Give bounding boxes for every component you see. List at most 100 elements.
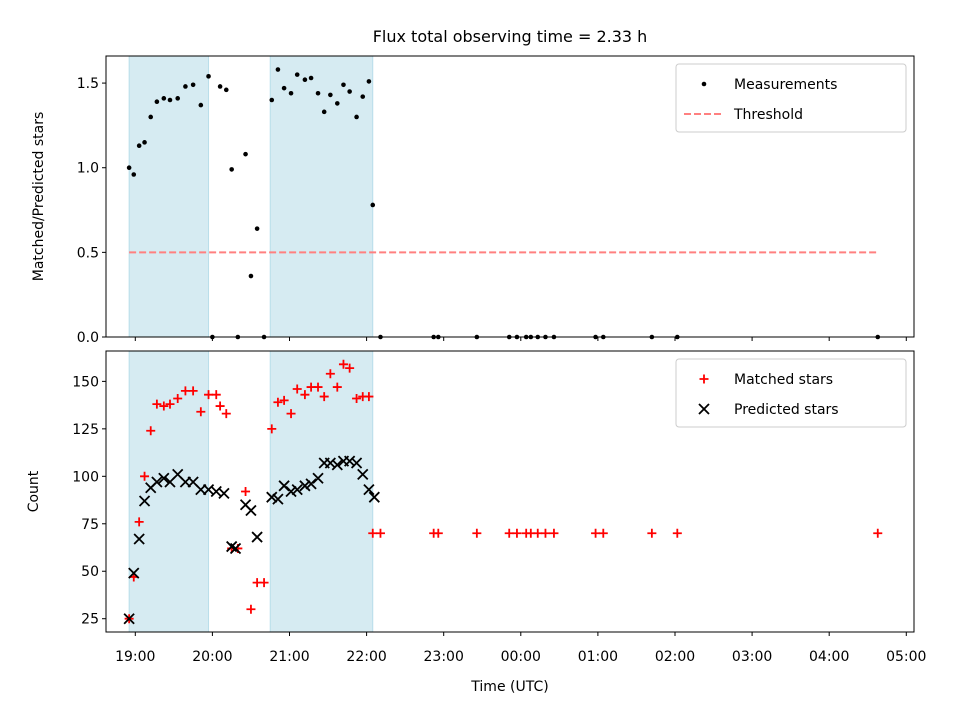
legend-marker-swatch bbox=[699, 374, 709, 384]
y-tick-label: 50 bbox=[81, 564, 99, 580]
legend-box bbox=[675, 358, 907, 428]
x-tick-label: 19:00 bbox=[115, 649, 155, 665]
matched-stars-point bbox=[540, 528, 550, 538]
matched-stars-point bbox=[873, 528, 883, 538]
measurements-point bbox=[269, 97, 275, 103]
x-tick-label: 00:00 bbox=[501, 649, 541, 665]
matched-stars-point bbox=[368, 528, 378, 538]
legend-box bbox=[675, 63, 907, 133]
matched-stars-point bbox=[146, 426, 156, 436]
matched-stars-point bbox=[352, 393, 362, 403]
matched-stars-point bbox=[345, 363, 355, 373]
predicted-stars-point bbox=[123, 613, 135, 625]
predicted-stars-point bbox=[245, 504, 257, 517]
predicted-stars-point bbox=[151, 476, 163, 488]
matched-stars-point bbox=[472, 528, 482, 538]
matched-stars-point bbox=[221, 409, 231, 419]
predicted-stars-point bbox=[133, 533, 145, 545]
matched-stars-point bbox=[364, 392, 374, 402]
matched-stars-point bbox=[259, 578, 269, 588]
matched-stars-point bbox=[211, 390, 221, 400]
matched-stars-point bbox=[549, 528, 559, 538]
x-tick-label: 03:00 bbox=[732, 649, 772, 665]
predicted-stars-point bbox=[266, 491, 278, 503]
measurements-point bbox=[148, 114, 154, 120]
y-axis-label: Matched/Predicted stars bbox=[31, 112, 47, 282]
measurements-point bbox=[315, 90, 321, 96]
measurements-point bbox=[370, 202, 376, 208]
legend: Measurements Threshold bbox=[675, 63, 907, 133]
measurements-point bbox=[190, 82, 196, 88]
matched-stars-point bbox=[173, 393, 183, 403]
measurements-point bbox=[308, 75, 314, 81]
matched-stars-point bbox=[246, 604, 256, 614]
measurements-point bbox=[161, 96, 167, 101]
x-tick-label: 05:00 bbox=[886, 649, 926, 665]
matched-stars-point bbox=[433, 528, 443, 538]
matched-stars-point bbox=[241, 487, 251, 496]
matched-stars-point bbox=[533, 528, 543, 538]
measurements-point bbox=[136, 143, 142, 149]
matched-stars-point bbox=[504, 528, 514, 538]
y-tick-label: 1.0 bbox=[77, 161, 99, 177]
measurements-point bbox=[167, 97, 173, 103]
observing-span bbox=[128, 55, 210, 338]
matched-stars-point bbox=[375, 528, 385, 538]
matched-stars-point bbox=[215, 401, 225, 411]
predicted-stars-point bbox=[138, 495, 151, 507]
measurements-point bbox=[243, 151, 248, 157]
y-tick-label: 100 bbox=[72, 469, 99, 485]
y-axis-ticks: 25 50 75 100 125 150 bbox=[72, 374, 106, 628]
measurements-point bbox=[229, 167, 234, 172]
measurements-point bbox=[126, 165, 132, 171]
measurements-point bbox=[328, 92, 333, 98]
x-tick-label: 22:00 bbox=[346, 649, 386, 665]
predicted-stars-point bbox=[272, 493, 284, 505]
matched-stars-point bbox=[512, 528, 522, 538]
predicted-stars-point bbox=[218, 487, 230, 500]
observing-span bbox=[269, 350, 374, 633]
legend-marker-swatch bbox=[698, 403, 710, 415]
matched-stars-point bbox=[196, 407, 206, 417]
legend-label: Threshold bbox=[733, 107, 803, 123]
x-tick-label: 02:00 bbox=[655, 649, 695, 665]
y-tick-label: 25 bbox=[81, 612, 99, 628]
measurements-point bbox=[183, 84, 188, 89]
legend-label: Measurements bbox=[734, 77, 837, 93]
matched-stars-point bbox=[279, 395, 289, 405]
measurements-point bbox=[347, 89, 352, 94]
predicted-stars-point bbox=[357, 468, 369, 481]
matched-stars-point bbox=[188, 386, 198, 396]
measurements-point bbox=[275, 67, 281, 72]
y-axis-label: Count bbox=[26, 470, 42, 512]
matched-stars-point bbox=[267, 424, 277, 434]
measurements-point bbox=[341, 82, 346, 88]
x-tick-label: 04:00 bbox=[809, 649, 849, 665]
chart-title: Flux total observing time = 2.33 h bbox=[373, 27, 648, 46]
predicted-stars-point bbox=[229, 542, 242, 555]
matched-stars-point bbox=[140, 471, 150, 481]
measurements-point bbox=[294, 72, 300, 77]
predicted-stars-point bbox=[343, 455, 356, 467]
plot-frame bbox=[105, 55, 915, 338]
measurements-point bbox=[154, 99, 160, 105]
measurements-point bbox=[248, 273, 254, 279]
y-tick-label: 75 bbox=[81, 517, 99, 533]
measurements-point bbox=[334, 101, 340, 106]
matched-stars-point bbox=[204, 390, 214, 400]
y-tick-label: 125 bbox=[72, 422, 99, 438]
y-tick-label: 0.0 bbox=[77, 330, 99, 346]
predicted-stars-point bbox=[324, 457, 336, 469]
measurements-point bbox=[217, 84, 223, 89]
predicted-stars-point bbox=[368, 491, 380, 503]
matched-stars-point bbox=[325, 369, 335, 379]
measurements-point bbox=[198, 102, 204, 108]
x-axis-ticks: 19:00 20:00 21:00 22:00 23:00 00:00 01:00 02:00… bbox=[115, 632, 926, 665]
matched-stars-point bbox=[319, 392, 329, 402]
matched-stars-point bbox=[159, 401, 169, 411]
legend-marker-swatch bbox=[701, 81, 707, 87]
count-series bbox=[123, 359, 883, 625]
predicted-stars-point bbox=[158, 472, 170, 484]
matched-stars-point bbox=[598, 528, 608, 538]
x-axis-label: Time (UTC) bbox=[470, 679, 548, 695]
